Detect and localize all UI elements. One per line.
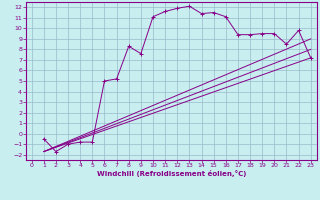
- X-axis label: Windchill (Refroidissement éolien,°C): Windchill (Refroidissement éolien,°C): [97, 170, 246, 177]
